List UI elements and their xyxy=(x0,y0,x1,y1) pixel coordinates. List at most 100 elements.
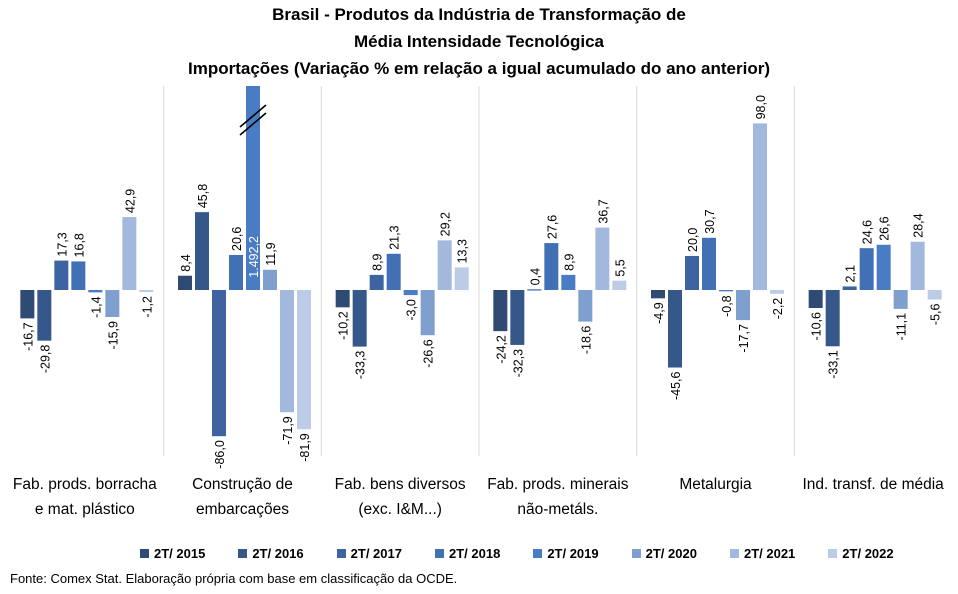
bar xyxy=(352,290,367,347)
data-label: -10,6 xyxy=(810,312,824,341)
data-label: -81,9 xyxy=(298,433,312,462)
legend-item: 2T/ 2015 xyxy=(140,546,205,561)
legend-label: 2T/ 2021 xyxy=(743,546,796,561)
axis-break-mark xyxy=(239,112,267,136)
data-label: -29,8 xyxy=(38,345,52,374)
data-label: 11,9 xyxy=(264,242,278,265)
bar xyxy=(335,290,350,308)
legend-label: 2T/ 2020 xyxy=(645,546,697,561)
bar xyxy=(212,290,226,437)
chart-title-line-1: Brasil - Produtos da Indústria de Transf… xyxy=(272,5,686,24)
data-label: -26,6 xyxy=(422,339,436,368)
bar xyxy=(297,290,311,430)
data-label: 98,0 xyxy=(754,95,768,119)
data-label: -33,3 xyxy=(354,351,368,380)
bar xyxy=(122,217,137,290)
bar xyxy=(595,227,610,290)
data-label: -71,9 xyxy=(281,416,295,445)
legend-swatch xyxy=(533,549,543,558)
data-label: 17,3 xyxy=(55,232,69,256)
bar xyxy=(702,237,716,290)
bar xyxy=(20,290,35,319)
category-label: e mat. plástico xyxy=(35,501,135,518)
data-label: -11,1 xyxy=(895,313,909,341)
data-label: 8,9 xyxy=(562,253,576,270)
data-label: 36,7 xyxy=(596,199,610,223)
data-label: -1,2 xyxy=(140,296,154,318)
legend-label: 2T/ 2017 xyxy=(350,546,402,561)
legend-label: 2T/ 2019 xyxy=(547,546,599,561)
legend-swatch xyxy=(238,549,248,558)
bar xyxy=(910,241,925,290)
legend-swatch xyxy=(631,549,641,558)
bar xyxy=(876,244,891,290)
bar xyxy=(37,290,52,341)
bar xyxy=(437,240,452,290)
legend-item: 2T/ 2021 xyxy=(729,546,796,561)
bar xyxy=(88,290,103,293)
data-label: -24,2 xyxy=(494,335,508,364)
bar xyxy=(178,275,192,290)
data-label: 28,4 xyxy=(912,213,926,237)
bar xyxy=(71,261,86,290)
data-label: 13,3 xyxy=(456,239,470,263)
legend-label: 2T/ 2018 xyxy=(448,546,501,561)
data-label: 24,6 xyxy=(861,220,875,244)
bar xyxy=(386,253,401,290)
data-label: 26,6 xyxy=(878,216,892,240)
data-label: -17,7 xyxy=(737,324,751,353)
legend-item: 2T/ 2020 xyxy=(631,546,697,561)
data-label: -18,6 xyxy=(579,326,593,355)
bar xyxy=(578,290,593,322)
bar xyxy=(859,248,874,290)
bar xyxy=(651,290,665,299)
data-label: 1.492,2 xyxy=(247,236,261,278)
bar xyxy=(510,290,525,345)
bar xyxy=(403,290,418,296)
source-footnote: Fonte: Comex Stat. Elaboração própria co… xyxy=(10,571,458,586)
data-label: -3,0 xyxy=(405,299,419,321)
bar xyxy=(685,256,699,290)
bar xyxy=(612,280,627,290)
legend-item: 2T/ 2016 xyxy=(238,546,304,561)
chart-title-line-3: Importações (Variação % em relação a igu… xyxy=(188,59,770,78)
legend-item: 2T/ 2022 xyxy=(828,546,894,561)
data-label: -15,9 xyxy=(106,321,120,350)
data-label: 27,6 xyxy=(545,215,559,239)
category-label: Fab. prods. minerais xyxy=(487,476,629,493)
data-label: 45,8 xyxy=(196,184,210,208)
data-label: -33,1 xyxy=(827,350,841,379)
data-label: 8,4 xyxy=(179,254,193,271)
bar xyxy=(263,269,277,290)
chart-legend: 2T/ 2015 2T/ 2016 2T/ 2017 2T/ 2018 2T/ 2019… xyxy=(140,546,927,561)
category-label: Fab. bens diversos xyxy=(335,476,466,493)
bar xyxy=(561,274,576,290)
bar xyxy=(105,290,120,318)
bar xyxy=(246,86,260,290)
bar xyxy=(54,260,69,290)
legend-item: 2T/ 2017 xyxy=(336,546,402,561)
bar xyxy=(280,290,294,413)
bar xyxy=(927,290,942,300)
legend-label: 2T/ 2022 xyxy=(842,546,894,561)
chart-title-line-2: Média Intensidade Tecnológica xyxy=(353,32,604,51)
bar xyxy=(719,290,733,292)
data-label: 20,0 xyxy=(686,228,700,252)
bar xyxy=(139,290,154,293)
bar xyxy=(893,290,908,309)
legend-item: 2T/ 2018 xyxy=(434,546,501,561)
data-label: 21,3 xyxy=(388,225,402,249)
category-label: Ind. transf. de média xyxy=(803,476,945,493)
legend-swatch xyxy=(336,549,346,558)
data-label: 42,9 xyxy=(123,189,137,213)
data-label: -2,2 xyxy=(771,298,785,320)
category-label: (exc. I&M...) xyxy=(358,501,442,518)
data-label: 29,2 xyxy=(439,212,453,236)
category-label: não-metáls. xyxy=(517,501,598,518)
bar xyxy=(195,212,209,290)
data-label: -0,8 xyxy=(720,295,734,317)
category-label: embarcações xyxy=(196,501,289,518)
data-label: 20,6 xyxy=(230,227,244,251)
